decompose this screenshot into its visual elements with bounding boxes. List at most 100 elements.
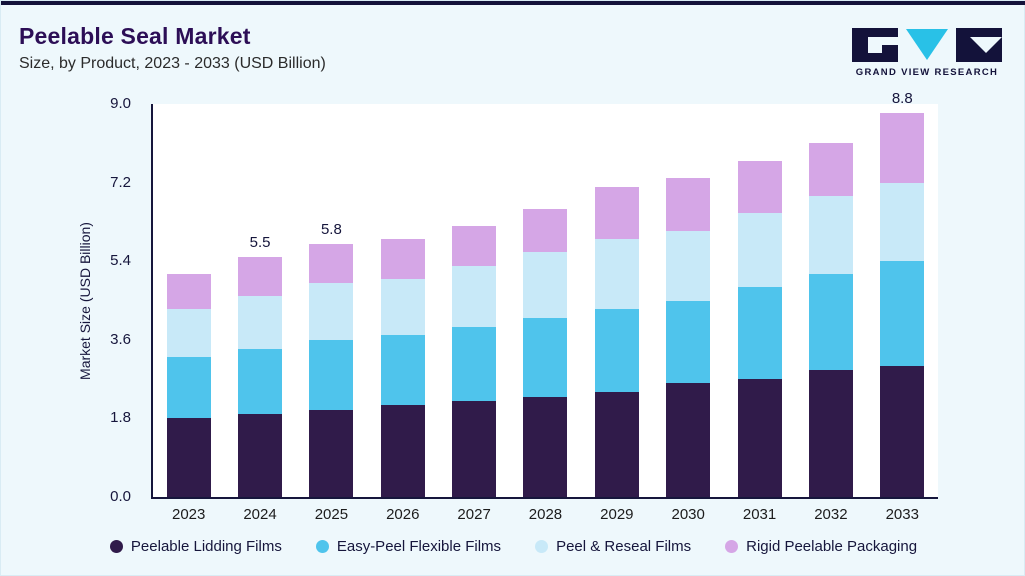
legend-item: Easy-Peel Flexible Films (315, 538, 502, 555)
bar-segment (238, 414, 283, 497)
x-axis-tick-label: 2029 (600, 506, 634, 523)
bar-segment (737, 213, 782, 288)
bar-segment (452, 400, 497, 497)
bar-stack (452, 226, 497, 497)
bar-column-2032 (795, 143, 866, 497)
y-axis-tick-label: 0.0 (110, 488, 131, 505)
chart-header: Peelable Seal Market Size, by Product, 2… (19, 23, 326, 73)
x-axis-tick-label: 2024 (243, 506, 277, 523)
y-axis-tick-label: 9.0 (110, 95, 131, 112)
bars-container: 5.5 5.8 8.8 (153, 90, 938, 497)
bar-segment (309, 283, 354, 340)
y-axis-tick-label: 1.8 (110, 409, 131, 427)
bar-stack (594, 187, 639, 497)
bar-column-2024: 5.5 (224, 234, 295, 497)
grand-view-research-logo: GRAND VIEW RESEARCH (852, 27, 1002, 78)
bar-segment (523, 317, 568, 397)
x-axis-tick-label: 2030 (671, 506, 705, 523)
bar-segment (166, 357, 211, 419)
bar-total-label: 5.5 (249, 233, 271, 251)
bar-segment (523, 208, 568, 253)
bar-segment (880, 112, 925, 183)
bar-stack (808, 143, 853, 497)
bar-segment (309, 243, 354, 284)
y-axis-tick-label: 3.6 (110, 330, 131, 348)
bar-total-label: 5.8 (320, 220, 342, 238)
bar-segment (380, 239, 425, 279)
bar-column-2030 (653, 178, 724, 497)
bar-stack (380, 239, 425, 497)
bar-segment (238, 256, 283, 297)
bar-segment (880, 366, 925, 497)
x-axis-tick-label: 2026 (386, 506, 420, 523)
y-axis-ticks: 0.0 1.8 3.6 5.4 7.2 9.0 (91, 95, 143, 505)
bar-segment (737, 160, 782, 214)
bar-segment (666, 230, 711, 301)
bar-segment (166, 309, 211, 358)
bar-segment (880, 182, 925, 262)
bar-segment (594, 239, 639, 310)
bar-segment (309, 409, 354, 497)
legend-dot-icon (315, 540, 329, 553)
logo-mark-icon (852, 28, 1002, 62)
x-axis-tick-label: 2033 (885, 506, 919, 523)
y-axis-tick-label: 5.4 (110, 252, 131, 270)
bar-column-2026 (367, 239, 438, 497)
legend-dot-icon (535, 540, 549, 553)
bar-column-2027 (438, 226, 509, 497)
x-axis-tick-label: 2027 (457, 506, 491, 523)
bar-segment (737, 287, 782, 380)
bar-segment (880, 261, 925, 366)
bar-segment (380, 335, 425, 406)
bar-column-2025: 5.8 (296, 221, 367, 497)
bar-segment (594, 187, 639, 240)
bar-segment (808, 195, 853, 275)
page-title: Peelable Seal Market (19, 23, 251, 49)
legend-item: Peelable Lidding Films (109, 538, 282, 555)
page-subtitle: Size, by Product, 2023 - 2033 (USD Billi… (19, 55, 326, 72)
bar-column-2033: 8.8 (867, 90, 938, 497)
top-accent-bar (1, 1, 1025, 5)
bar-stack (880, 112, 925, 497)
bar-segment (309, 339, 354, 410)
bar-segment (166, 418, 211, 497)
bar-total-label: 8.8 (891, 89, 913, 107)
legend: Peelable Lidding Films Easy-Peel Flexible… (1, 538, 1025, 555)
legend-label: Easy-Peel Flexible Films (336, 538, 502, 555)
x-axis-labels: 2023 2024 2025 2026 2027 2028 2029 2030 2031 2032… (153, 506, 938, 523)
bar-column-2031 (724, 160, 795, 497)
plot-area: 5.5 5.8 8.8 (151, 90, 938, 499)
bar-stack (737, 160, 782, 497)
x-axis-tick-label: 2028 (528, 506, 563, 523)
bar-stack (523, 208, 568, 497)
bar-segment (666, 383, 711, 497)
logo-text: GRAND VIEW RESEARCH (855, 67, 999, 78)
legend-dot-icon (109, 540, 123, 553)
bar-segment (380, 405, 425, 497)
bar-segment (594, 309, 639, 393)
bar-segment (452, 226, 497, 266)
legend-dot-icon (725, 540, 739, 553)
legend-label: Rigid Peelable Packaging (746, 538, 918, 555)
legend-label: Peel & Reseal Films (556, 538, 692, 555)
x-axis-tick-label: 2023 (171, 506, 206, 523)
bar-segment (808, 370, 853, 497)
bar-stack (309, 243, 354, 497)
bar-segment (238, 296, 283, 349)
x-axis-tick-label: 2031 (742, 506, 777, 523)
bar-segment (452, 326, 497, 401)
bar-stack (238, 256, 283, 497)
bar-segment (523, 252, 568, 318)
bar-segment (452, 265, 497, 327)
bar-segment (380, 278, 425, 336)
bar-segment (666, 300, 711, 384)
bar-segment (808, 274, 853, 371)
bar-segment (808, 143, 853, 196)
bar-segment (166, 274, 211, 310)
x-axis-tick-label: 2032 (814, 506, 848, 523)
bar-segment (523, 396, 568, 497)
bar-column-2028 (510, 208, 581, 497)
legend-item: Peel & Reseal Films (535, 538, 691, 555)
bar-column-2023 (153, 274, 224, 497)
bar-column-2029 (581, 187, 652, 497)
